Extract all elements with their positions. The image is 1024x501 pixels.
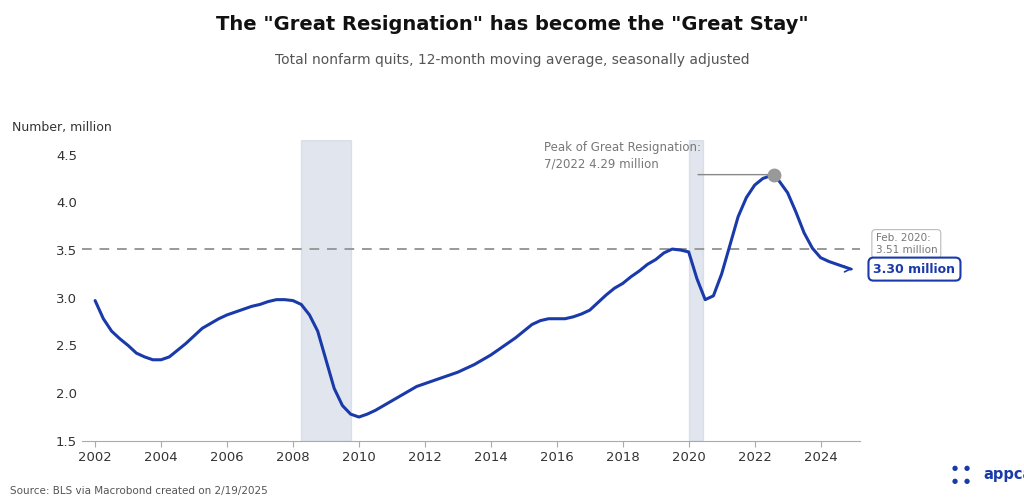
Bar: [301, 140, 350, 441]
Text: ●: ●: [951, 478, 957, 484]
Text: The "Great Resignation" has become the "Great Stay": The "Great Resignation" has become the "…: [216, 15, 808, 34]
Text: Number, million: Number, million: [12, 121, 112, 134]
Bar: [689, 140, 702, 441]
Text: ●: ●: [964, 478, 970, 484]
Text: Source: BLS via Macrobond created on 2/19/2025: Source: BLS via Macrobond created on 2/1…: [10, 486, 268, 496]
Text: ●: ●: [951, 465, 957, 471]
Text: appcast: appcast: [983, 467, 1024, 482]
Text: ●: ●: [964, 465, 970, 471]
Text: Total nonfarm quits, 12-month moving average, seasonally adjusted: Total nonfarm quits, 12-month moving ave…: [274, 53, 750, 67]
Text: Feb. 2020:
3.51 million: Feb. 2020: 3.51 million: [876, 233, 937, 255]
Text: 3.30 million: 3.30 million: [873, 263, 955, 276]
Text: Peak of Great Resignation:
7/2022 4.29 million: Peak of Great Resignation: 7/2022 4.29 m…: [544, 141, 700, 171]
